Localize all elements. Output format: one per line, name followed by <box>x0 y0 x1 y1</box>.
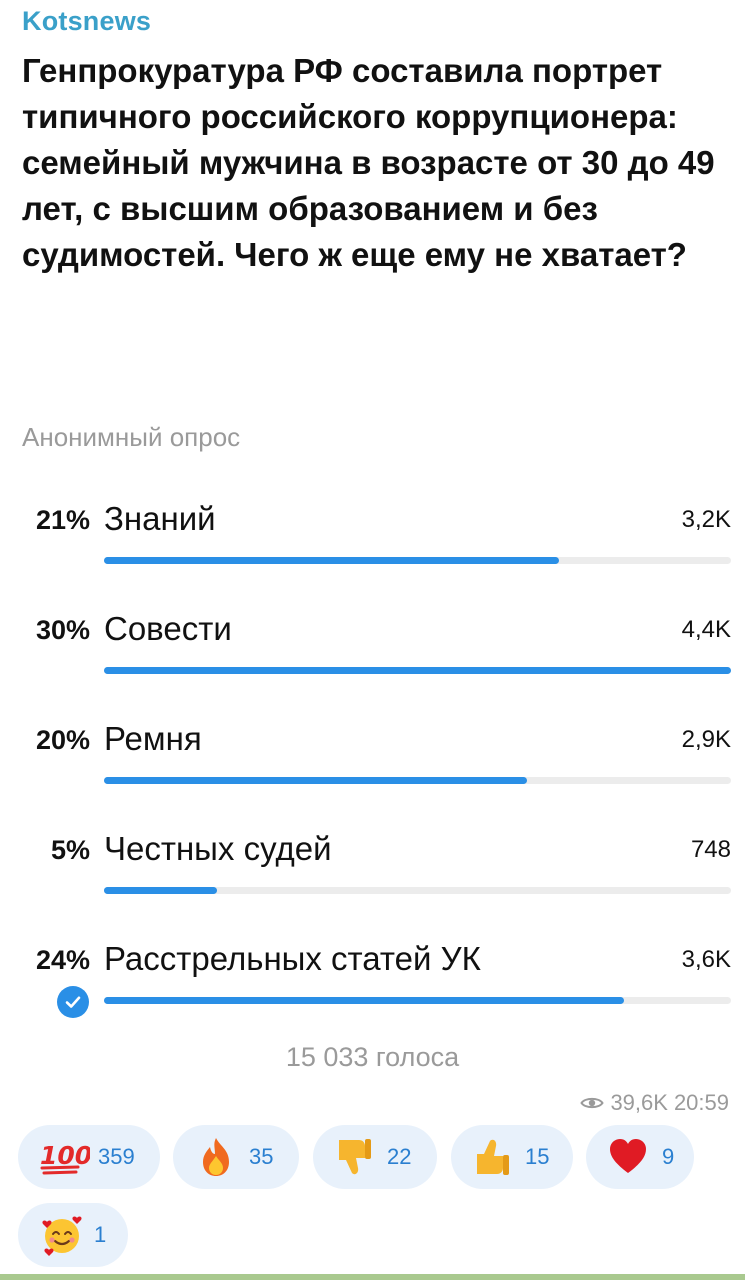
option-bar-track <box>104 887 731 894</box>
option-percent: 21% <box>35 505 90 535</box>
option-label: Расстрельных статей УК <box>104 940 481 977</box>
reaction-red-heart[interactable]: 9 <box>586 1125 694 1189</box>
option-bar-fill <box>104 557 559 564</box>
poll-option[interactable]: 5% Честных судей 748 <box>0 830 745 910</box>
option-count: 3,2K <box>681 506 731 533</box>
option-percent: 30% <box>35 615 90 645</box>
reaction-thumbs-up[interactable]: 15 <box>451 1125 573 1189</box>
option-label: Честных судей <box>104 830 332 867</box>
option-bar-fill <box>104 887 217 894</box>
reaction-count: 9 <box>662 1144 675 1169</box>
option-percent: 24% <box>35 945 90 975</box>
fire-icon <box>203 1138 229 1176</box>
message-meta: 39,6K 20:59 <box>580 1090 729 1116</box>
option-percent: 5% <box>50 835 90 865</box>
reaction-thumbs-down[interactable]: 22 <box>313 1125 437 1189</box>
reaction-count: 15 <box>525 1144 550 1169</box>
option-bar-track <box>104 557 731 564</box>
option-count: 3,6K <box>681 946 731 973</box>
reaction-smiling-face-with-hearts[interactable]: 1 <box>18 1203 128 1267</box>
total-votes[interactable]: 15 033 голоса <box>285 1042 460 1072</box>
option-label: Ремня <box>104 720 202 757</box>
chat-background-strip <box>0 1274 745 1280</box>
reaction-fire[interactable]: 35 <box>173 1125 299 1189</box>
option-bar-fill <box>104 997 625 1004</box>
reaction-count: 35 <box>249 1144 274 1169</box>
hundred-points-icon: 100 <box>40 1141 90 1175</box>
reaction-count: 22 <box>387 1144 412 1169</box>
reaction-count: 1 <box>94 1222 107 1247</box>
smiling-face-with-hearts-icon <box>42 1216 82 1256</box>
message-time: 20:59 <box>673 1090 729 1115</box>
option-bar-fill <box>104 667 731 674</box>
poll-option[interactable]: 30% Совести 4,4K <box>0 610 745 690</box>
option-label: Совести <box>104 610 232 647</box>
option-count: 4,4K <box>681 616 731 643</box>
poll-option[interactable]: 21% Знаний 3,2K <box>0 500 745 580</box>
reaction-hundred-points[interactable]: 100 359 <box>18 1125 160 1189</box>
thumbs-down-icon <box>339 1139 371 1175</box>
checkmark-icon <box>57 986 89 1018</box>
poll-question: Генпрокуратура РФ составила портрет типи… <box>22 52 715 273</box>
option-bar-track <box>104 667 731 674</box>
eye-icon <box>580 1097 605 1109</box>
poll-option-selected[interactable]: 24% Расстрельных статей УК 3,6K <box>0 940 745 1020</box>
option-bar-fill <box>104 777 528 784</box>
poll-option[interactable]: 20% Ремня 2,9K <box>0 720 745 800</box>
thumbs-up-icon <box>477 1139 509 1175</box>
poll-type-label: Анонимный опрос <box>22 422 241 452</box>
view-count: 39,6K <box>610 1090 668 1115</box>
option-percent: 20% <box>35 725 90 755</box>
red-heart-icon <box>610 1139 646 1173</box>
svg-text:100: 100 <box>40 1141 90 1170</box>
option-label: Знаний <box>104 500 216 537</box>
reaction-count: 359 <box>98 1144 135 1169</box>
option-bar-track <box>104 997 731 1004</box>
option-bar-track <box>104 777 731 784</box>
option-count: 748 <box>690 836 731 863</box>
channel-name[interactable]: Kotsnews <box>22 6 152 36</box>
option-count: 2,9K <box>681 726 731 753</box>
